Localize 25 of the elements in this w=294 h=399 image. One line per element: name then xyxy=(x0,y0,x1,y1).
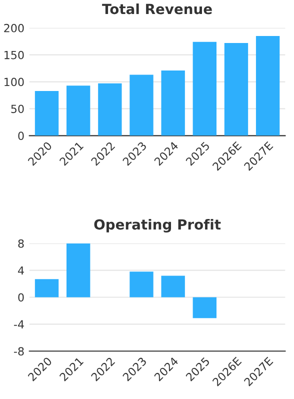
y-tick-label: 8 xyxy=(18,239,24,248)
bar xyxy=(130,74,154,136)
y-tick-label: 200 xyxy=(4,24,24,32)
bar xyxy=(66,86,90,136)
y-tick-label: 100 xyxy=(4,78,24,86)
y-tick-label: 4 xyxy=(18,266,24,275)
bar xyxy=(224,43,248,136)
y-tick-label: 150 xyxy=(4,50,24,60)
bar xyxy=(192,297,216,318)
bar xyxy=(98,83,122,136)
bar xyxy=(34,279,59,298)
bar xyxy=(256,36,280,136)
chart-title: Operating Profit xyxy=(94,218,221,232)
bar xyxy=(161,70,185,136)
y-tick-label: 0 xyxy=(18,293,24,302)
bar xyxy=(130,272,154,298)
y-tick-label: 50 xyxy=(11,104,24,114)
y-tick-label: -8 xyxy=(14,347,24,356)
chart-title: Total Revenue xyxy=(102,3,212,14)
bar xyxy=(192,42,216,136)
bar xyxy=(34,90,59,136)
bar xyxy=(66,243,90,298)
bar xyxy=(161,276,185,298)
y-tick-label: -4 xyxy=(14,320,24,328)
y-tick-label: 0 xyxy=(18,132,24,140)
